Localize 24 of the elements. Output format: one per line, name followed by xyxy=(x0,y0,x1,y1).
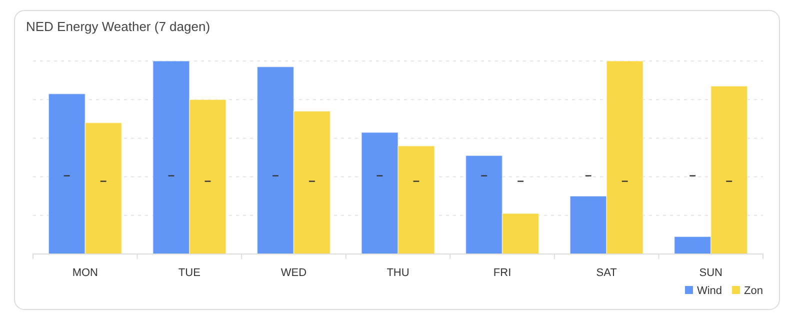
annotation: – xyxy=(517,174,524,188)
x-tick-label: FRI xyxy=(493,266,512,279)
x-tick-label: MON xyxy=(72,266,98,279)
annotation: – xyxy=(376,168,384,182)
annotation: – xyxy=(168,168,175,182)
annotation: – xyxy=(100,174,108,188)
annotation: – xyxy=(480,168,488,182)
annotation: – xyxy=(621,174,628,188)
annotation: – xyxy=(726,174,733,188)
annotation: – xyxy=(64,168,71,182)
x-tick-label: THU xyxy=(386,266,410,279)
legend-label: Wind xyxy=(696,285,722,297)
annotation: – xyxy=(308,174,316,188)
annotation: – xyxy=(272,168,280,182)
annotation: – xyxy=(689,168,696,182)
legend-label: Zon xyxy=(744,285,763,297)
annotation: – xyxy=(204,174,212,188)
annotation: – xyxy=(584,168,592,182)
x-tick-label: WED xyxy=(280,266,307,279)
chart-title: NED Energy Weather (7 dagen) xyxy=(26,19,210,34)
x-tick-label: TUE xyxy=(178,266,200,279)
x-tick-label: SAT xyxy=(596,266,618,279)
annotation: – xyxy=(412,174,420,188)
x-tick-label: SUN xyxy=(699,266,723,279)
